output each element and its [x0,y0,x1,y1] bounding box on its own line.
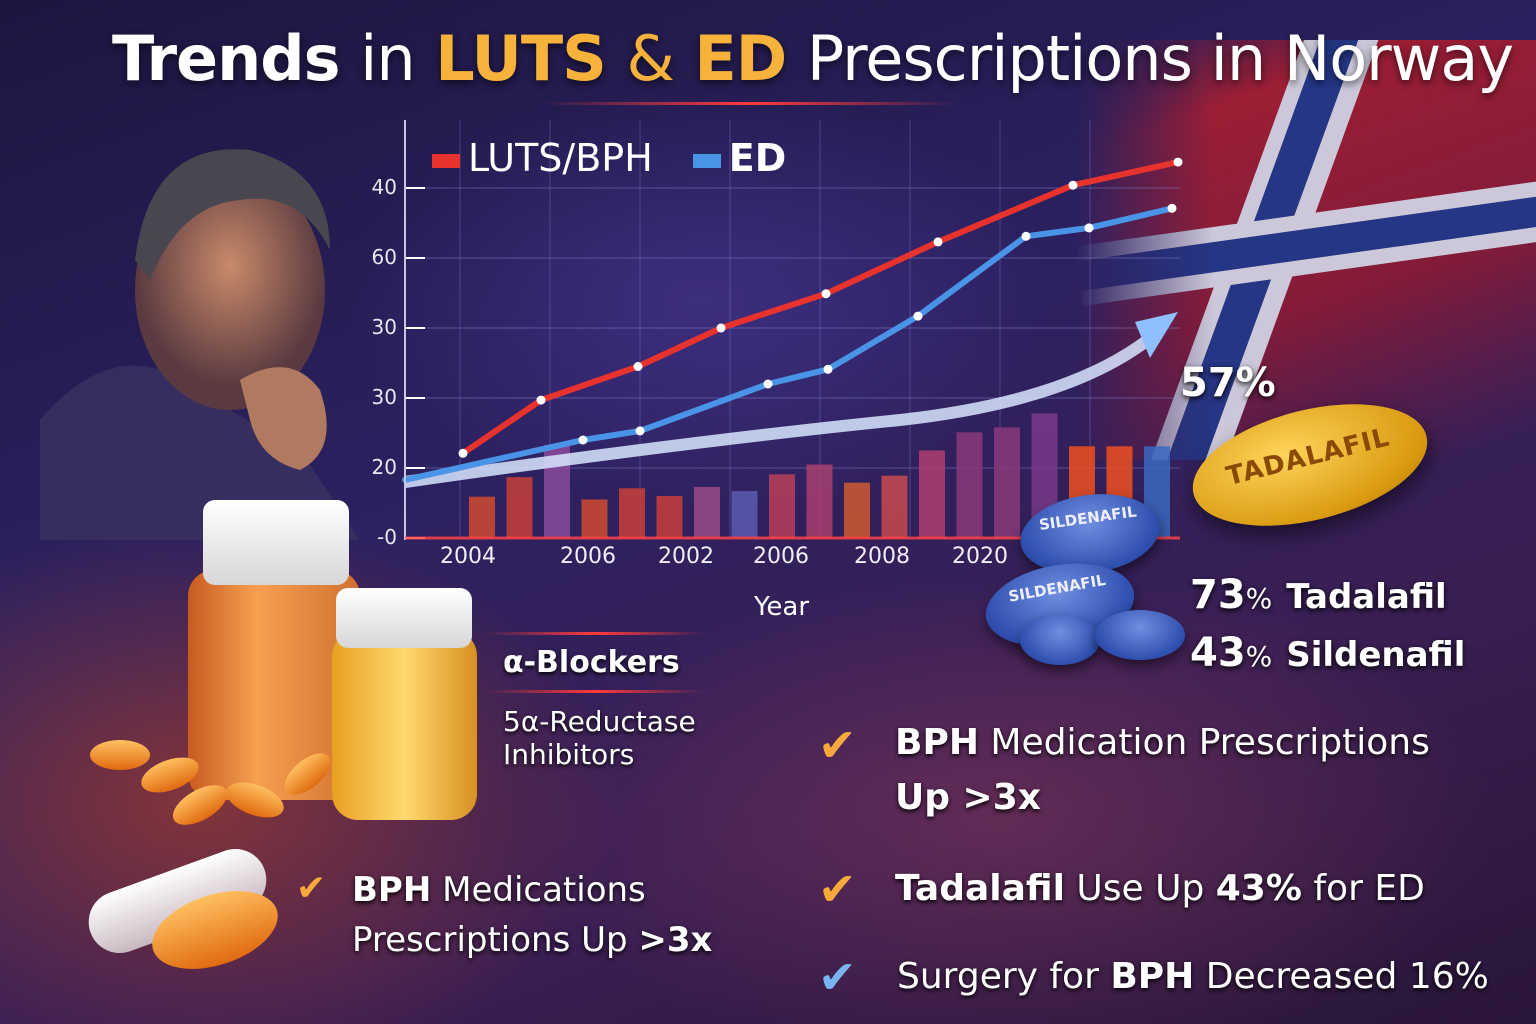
title-underline-glow [540,102,960,105]
data-point [763,379,773,389]
data-point [1068,180,1078,190]
check-icon: ✔ [818,862,857,916]
capsule [90,740,150,770]
data-point [458,448,468,458]
chart-bars [469,413,1170,538]
growth-arrow [404,325,1164,488]
data-point [913,311,923,321]
data-point [1084,223,1094,233]
y-tick-label: 40 [371,175,397,199]
stat-tadalafil: 73% Tadalafil [1190,572,1447,618]
bar [506,477,533,538]
data-point [578,435,588,445]
arrow-percent-label: 57% [1180,360,1276,406]
y-tick-label: 30 [371,385,397,409]
bottle-cap [203,500,349,585]
x-tick-label: 2020 [952,544,1008,569]
bar [994,427,1020,538]
x-tick-label: 2002 [658,544,714,569]
data-point [933,237,943,247]
bar [769,474,795,538]
check-icon: ✔ [818,718,857,772]
bullet-tadalafil: Tadalafil Use Up 43% for ED [895,868,1425,909]
bar [844,482,870,538]
alpha-blockers-label: α-Blockers [503,645,680,680]
x-tick-label: 2006 [560,544,616,569]
chart-legend: LUTS/BPH ED [432,136,786,180]
page-title: Trends in LUTS & ED Prescriptions in Nor… [112,22,1514,95]
series-line-lutsbph [460,159,1181,457]
data-point [1167,203,1177,213]
x-tick-label: 2006 [753,544,809,569]
y-tick-label: 30 [371,315,397,339]
growth-arrow-head [1135,312,1178,358]
data-point [1173,157,1183,167]
divider [485,690,705,693]
thoughtful-man-illustration [40,149,360,540]
bar [919,450,945,538]
check-icon: ✔ [818,950,857,1004]
bar [581,499,608,538]
blue-pill [1095,610,1185,660]
bar [956,432,983,538]
data-point [633,362,643,371]
bar [619,488,645,538]
legend-swatch-luts [432,153,460,168]
bullet-surgery: Surgery for BPH Decreased 16% [897,956,1489,997]
bar [469,496,495,538]
y-tick-label: 60 [371,245,397,269]
pill-bottle-yellow [332,630,477,820]
data-point [821,289,831,299]
data-point [536,395,546,405]
left-note: BPH Medications Prescriptions Up >3x [352,870,713,960]
data-point [716,323,726,333]
bar [694,486,720,538]
divider [485,632,705,635]
x-axis-title: Year [754,592,810,622]
blue-pill [1020,615,1100,665]
bar [731,491,758,538]
legend-item-luts: LUTS/BPH [432,136,653,180]
y-tick-label: -0 [377,525,397,549]
bullet-bph-medication: BPH Medication Prescriptions Up >3x [895,722,1430,818]
bar [881,475,908,538]
legend-item-ed: ED [692,136,786,180]
y-tick-label: 20 [371,455,397,479]
x-tick-label: 2008 [854,544,910,569]
check-icon: ✔ [296,868,327,909]
chart-lines [402,157,1183,483]
x-tick-label: 2004 [440,544,496,569]
legend-swatch-ed [692,153,721,168]
stat-sildenafil: 43% Sildenafil [1190,630,1466,676]
bar [806,464,833,538]
data-point [635,426,645,436]
reductase-label: 5α-Reductase Inhibitors [503,705,696,771]
data-point [823,364,833,374]
bottle-cap [336,588,472,648]
bar [656,496,683,538]
data-point [1021,231,1031,241]
norway-flag-background [1076,40,1536,460]
pill-bottle-orange [188,570,360,800]
